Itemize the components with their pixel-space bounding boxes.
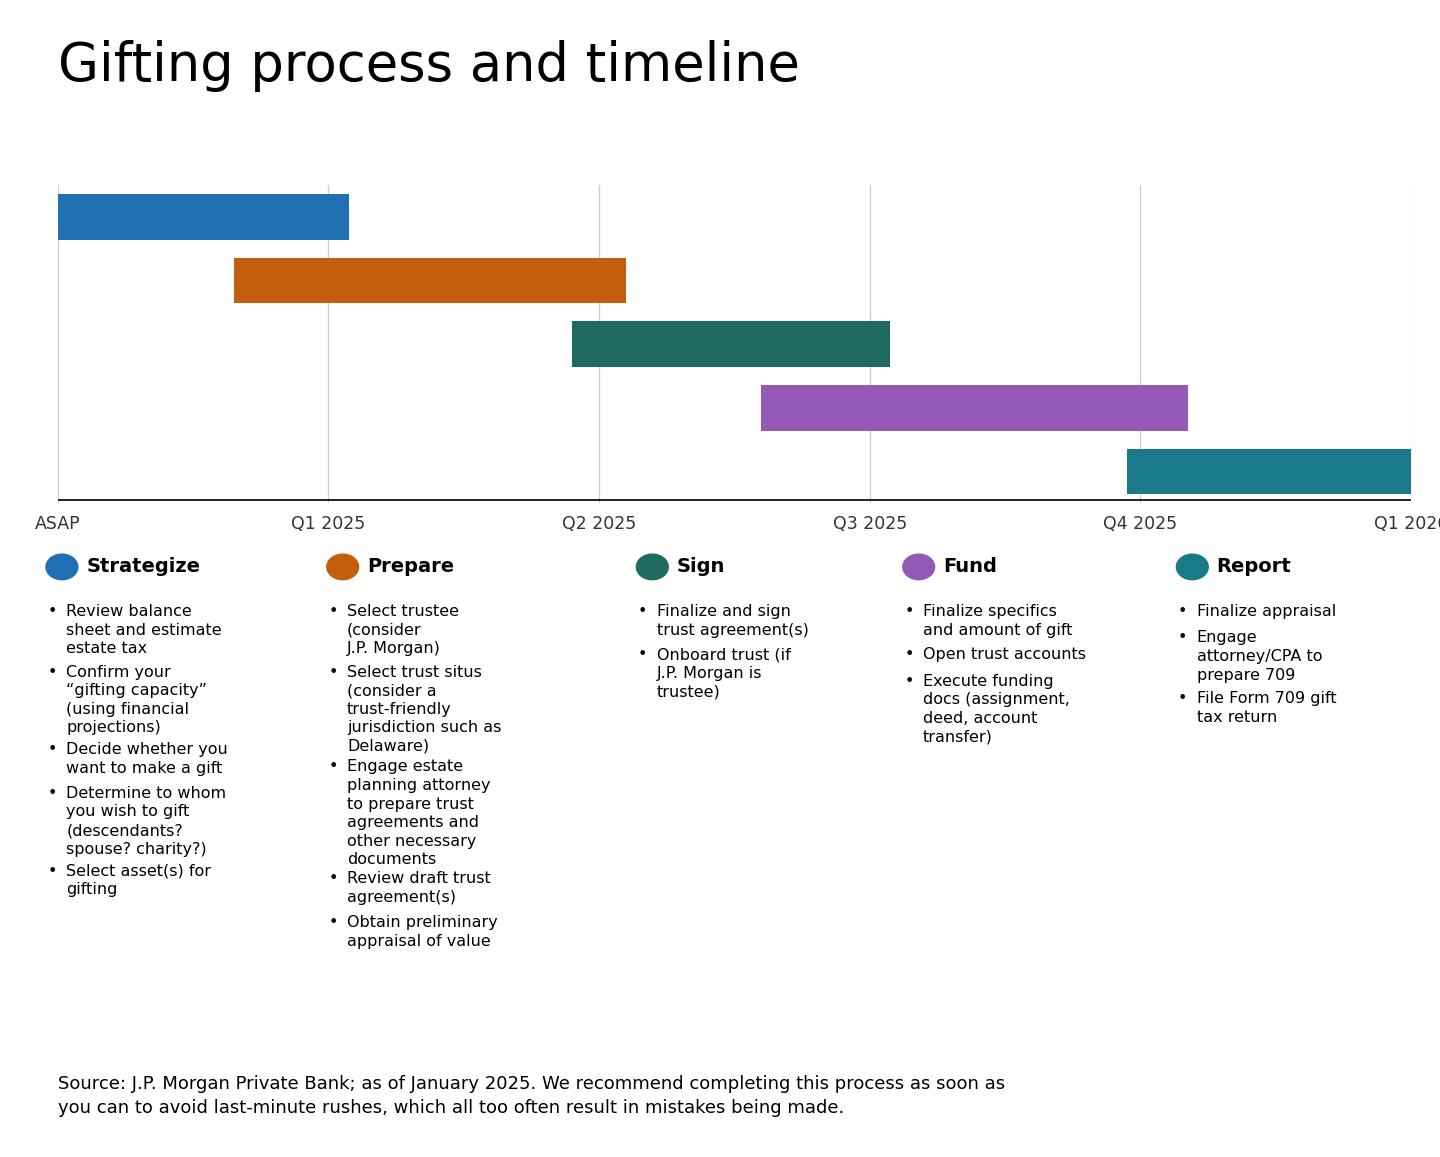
Text: •: • (328, 759, 338, 774)
Text: •: • (904, 604, 914, 619)
Text: •: • (328, 604, 338, 619)
Text: •: • (48, 863, 58, 878)
Text: •: • (1178, 691, 1188, 706)
Text: •: • (904, 673, 914, 688)
Text: •: • (48, 743, 58, 758)
Text: •: • (1178, 604, 1188, 619)
Text: Finalize and sign
trust agreement(s): Finalize and sign trust agreement(s) (657, 604, 808, 638)
Text: Gifting process and timeline: Gifting process and timeline (58, 40, 799, 93)
Text: Engage estate
planning attorney
to prepare trust
agreements and
other necessary
: Engage estate planning attorney to prepa… (347, 759, 491, 868)
Text: Select trust situs
(consider a
trust-friendly
jurisdiction such as
Delaware): Select trust situs (consider a trust-fri… (347, 664, 501, 754)
Text: File Form 709 gift
tax return: File Form 709 gift tax return (1197, 691, 1336, 724)
Text: Confirm your
“gifting capacity”
(using financial
projections): Confirm your “gifting capacity” (using f… (66, 664, 207, 736)
Text: Q1 2026: Q1 2026 (1374, 515, 1440, 533)
Text: Fund: Fund (943, 558, 996, 576)
Bar (762, 385, 1188, 430)
Text: •: • (328, 664, 338, 679)
Bar (233, 258, 626, 303)
Text: •: • (328, 915, 338, 930)
Text: Review draft trust
agreement(s): Review draft trust agreement(s) (347, 871, 491, 905)
Text: Q1 2025: Q1 2025 (291, 515, 366, 533)
Text: •: • (638, 648, 648, 663)
Text: Finalize appraisal: Finalize appraisal (1197, 604, 1336, 619)
Text: Determine to whom
you wish to gift
(descendants?
spouse? charity?): Determine to whom you wish to gift (desc… (66, 786, 226, 856)
Text: •: • (1178, 631, 1188, 646)
Text: Strategize: Strategize (86, 558, 200, 576)
Bar (58, 194, 348, 239)
Text: Obtain preliminary
appraisal of value: Obtain preliminary appraisal of value (347, 915, 498, 949)
Text: Engage
attorney/CPA to
prepare 709: Engage attorney/CPA to prepare 709 (1197, 631, 1322, 683)
Bar (572, 322, 890, 367)
Text: Select asset(s) for
gifting: Select asset(s) for gifting (66, 863, 212, 897)
Text: •: • (328, 871, 338, 886)
Text: •: • (48, 786, 58, 801)
Text: Execute funding
docs (assignment,
deed, account
transfer): Execute funding docs (assignment, deed, … (923, 673, 1070, 745)
Text: Q4 2025: Q4 2025 (1103, 515, 1178, 533)
Text: Q3 2025: Q3 2025 (832, 515, 907, 533)
Text: Onboard trust (if
J.P. Morgan is
trustee): Onboard trust (if J.P. Morgan is trustee… (657, 648, 791, 700)
Text: Q2 2025: Q2 2025 (562, 515, 636, 533)
Text: •: • (904, 648, 914, 663)
Text: ASAP: ASAP (35, 515, 81, 533)
Text: Decide whether you
want to make a gift: Decide whether you want to make a gift (66, 743, 228, 776)
Text: Prepare: Prepare (367, 558, 454, 576)
Text: •: • (48, 604, 58, 619)
Text: •: • (638, 604, 648, 619)
Text: Report: Report (1217, 558, 1292, 576)
Text: Select trustee
(consider
J.P. Morgan): Select trustee (consider J.P. Morgan) (347, 604, 459, 656)
Text: Sign: Sign (677, 558, 724, 576)
Text: •: • (48, 664, 58, 679)
Bar (1128, 449, 1411, 494)
Text: Open trust accounts: Open trust accounts (923, 648, 1086, 663)
Text: Review balance
sheet and estimate
estate tax: Review balance sheet and estimate estate… (66, 604, 222, 656)
Text: Finalize specifics
and amount of gift: Finalize specifics and amount of gift (923, 604, 1073, 638)
Text: Source: J.P. Morgan Private Bank; as of January 2025. We recommend completing th: Source: J.P. Morgan Private Bank; as of … (58, 1075, 1005, 1117)
